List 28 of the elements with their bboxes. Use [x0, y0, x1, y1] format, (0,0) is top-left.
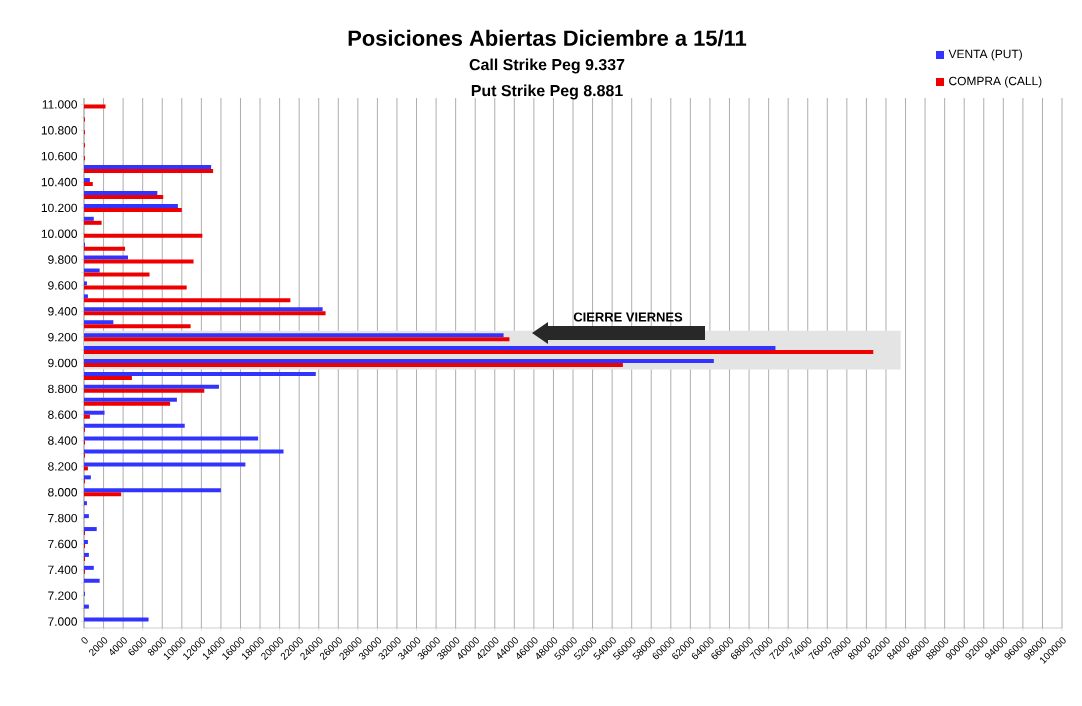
x-tick-label: 0 [81, 637, 88, 644]
y-tick-label: 8.000 [48, 488, 78, 497]
y-tick-label: 8.600 [48, 410, 78, 419]
y-tick-label: 9.000 [48, 358, 78, 368]
y-tick-label: 7.400 [48, 565, 78, 575]
legend-label: VENTA (PUT) [948, 49, 1022, 61]
y-tick-label: 7.200 [48, 591, 78, 600]
y-tick-label: 9.600 [48, 281, 78, 290]
annotation: Put Strike Peg 8.881 [471, 84, 623, 100]
y-tick-label: 7.000 [48, 617, 78, 626]
y-tick-label: 8.200 [48, 462, 78, 471]
y-tick-label: 10.000 [41, 229, 78, 238]
annotation: CIERRE VIERNES [573, 312, 683, 322]
y-tick-label: 10.600 [41, 151, 78, 161]
y-tick-label: 8.400 [48, 436, 78, 445]
text: Call Strike Peg 9.337 [469, 58, 625, 74]
legend-label: COMPRA (CALL) [949, 76, 1042, 88]
y-tick-label: 10.400 [41, 177, 78, 187]
y-tick-label: 10.200 [41, 203, 78, 213]
y-tick-label: 7.600 [48, 539, 78, 549]
chart-title: Posiciones Abiertas Diciembre a 15/11 [348, 29, 747, 47]
y-tick-label: 7.800 [48, 513, 78, 523]
y-tick-label: 8.800 [48, 384, 78, 394]
y-tick-label: 11.000 [42, 100, 78, 109]
y-tick-label: 9.400 [48, 307, 78, 316]
y-tick-label: 10.800 [41, 126, 78, 135]
y-tick-label: 9.800 [48, 255, 78, 264]
y-tick-label: 9.200 [48, 332, 78, 342]
